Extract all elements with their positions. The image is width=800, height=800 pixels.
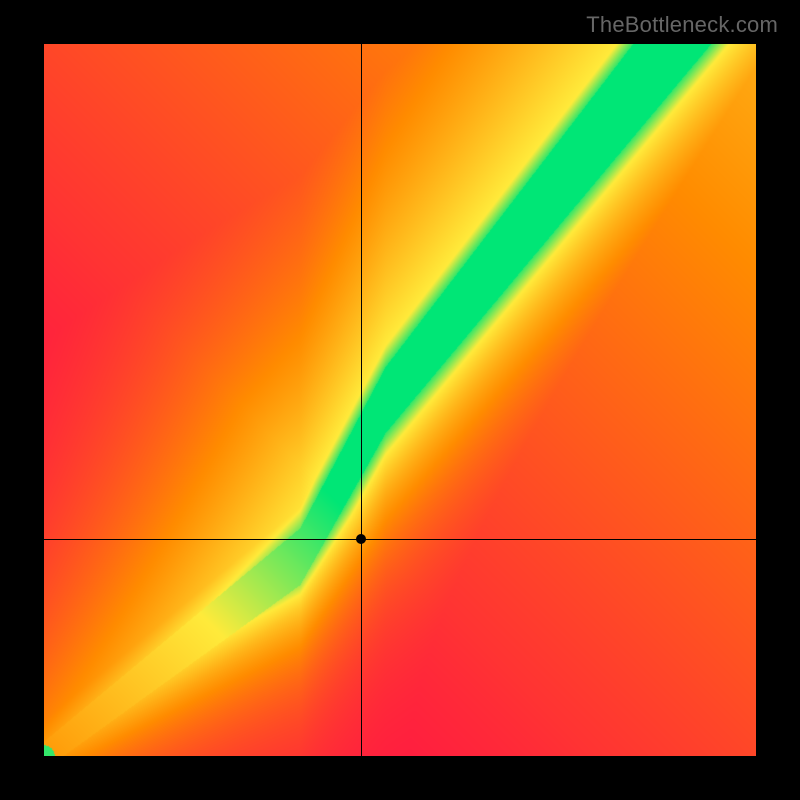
crosshair-horizontal: [44, 539, 756, 540]
plot-area: [44, 44, 756, 756]
attribution-text: TheBottleneck.com: [586, 12, 778, 38]
crosshair-vertical: [361, 44, 362, 756]
heatmap-canvas: [44, 44, 756, 756]
data-point-marker: [356, 534, 366, 544]
